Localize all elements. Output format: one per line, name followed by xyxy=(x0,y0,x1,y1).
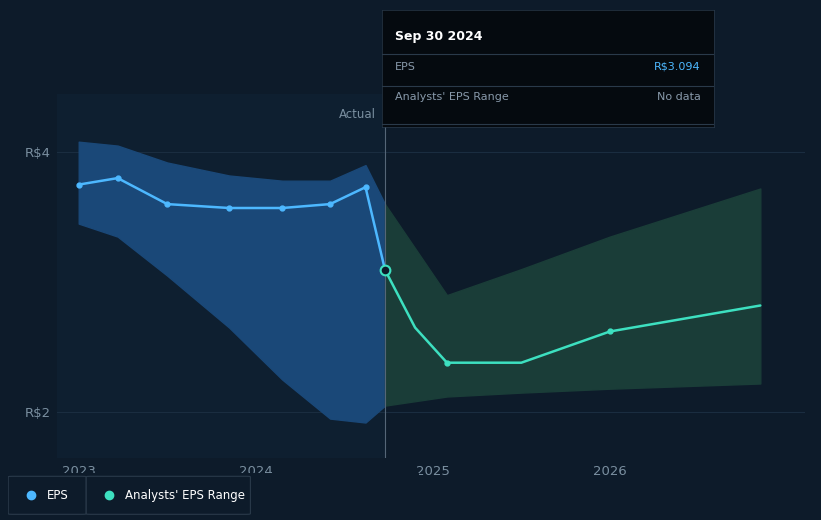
Text: EPS: EPS xyxy=(395,62,416,72)
Text: Actual: Actual xyxy=(339,108,376,121)
FancyBboxPatch shape xyxy=(86,476,250,514)
Text: No data: No data xyxy=(657,93,701,102)
Text: R$3.094: R$3.094 xyxy=(654,62,701,72)
Bar xyxy=(385,94,805,458)
Bar xyxy=(57,94,385,458)
FancyBboxPatch shape xyxy=(8,476,86,514)
Text: Sep 30 2024: Sep 30 2024 xyxy=(395,30,483,43)
Text: Analysts' EPS Range: Analysts' EPS Range xyxy=(125,489,245,502)
Text: Analysts Forecasts: Analysts Forecasts xyxy=(394,108,504,121)
Text: EPS: EPS xyxy=(48,489,69,502)
Text: Analysts' EPS Range: Analysts' EPS Range xyxy=(395,93,509,102)
